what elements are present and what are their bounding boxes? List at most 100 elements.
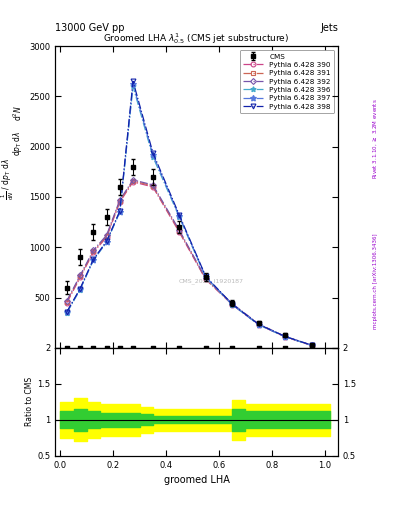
Pythia 6.428 396: [78, 287, 83, 293]
Text: Rivet 3.1.10, $\geq$ 3.2M events: Rivet 3.1.10, $\geq$ 3.2M events: [371, 98, 379, 179]
Pythia 6.428 390: [131, 179, 136, 185]
Pythia 6.428 390: [104, 234, 109, 240]
Line: Pythia 6.428 396: Pythia 6.428 396: [64, 83, 314, 348]
Pythia 6.428 391: [64, 298, 69, 305]
Pythia 6.428 392: [91, 247, 96, 253]
Pythia 6.428 398: [118, 208, 122, 214]
Pythia 6.428 391: [131, 178, 136, 184]
Point: [90, 344, 97, 352]
Pythia 6.428 396: [283, 334, 287, 340]
Pythia 6.428 392: [309, 342, 314, 348]
Pythia 6.428 391: [256, 321, 261, 327]
Pythia 6.428 396: [64, 310, 69, 316]
Point: [130, 344, 136, 352]
Pythia 6.428 392: [283, 333, 287, 339]
Pythia 6.428 396: [204, 274, 208, 281]
Pythia 6.428 392: [64, 297, 69, 304]
Pythia 6.428 397: [91, 257, 96, 263]
Pythia 6.428 398: [104, 238, 109, 244]
Pythia 6.428 397: [64, 309, 69, 315]
Pythia 6.428 391: [230, 301, 235, 307]
Line: Pythia 6.428 391: Pythia 6.428 391: [64, 179, 314, 348]
Line: Pythia 6.428 390: Pythia 6.428 390: [64, 180, 314, 348]
Pythia 6.428 391: [177, 228, 182, 234]
Pythia 6.428 392: [151, 182, 155, 188]
Pythia 6.428 397: [309, 342, 314, 348]
Pythia 6.428 391: [309, 342, 314, 348]
Point: [255, 344, 262, 352]
Pythia 6.428 397: [118, 208, 122, 215]
Point: [229, 344, 235, 352]
Pythia 6.428 398: [204, 273, 208, 280]
Line: Pythia 6.428 397: Pythia 6.428 397: [64, 81, 315, 348]
Pythia 6.428 396: [104, 239, 109, 245]
Pythia 6.428 397: [256, 322, 261, 328]
Pythia 6.428 392: [118, 197, 122, 203]
Pythia 6.428 396: [91, 258, 96, 264]
Title: Groomed LHA $\lambda^{1}_{0.5}$ (CMS jet substructure): Groomed LHA $\lambda^{1}_{0.5}$ (CMS jet…: [103, 31, 290, 46]
Pythia 6.428 390: [118, 199, 122, 205]
Point: [282, 344, 288, 352]
Pythia 6.428 398: [283, 333, 287, 339]
Point: [309, 344, 315, 352]
Pythia 6.428 392: [177, 227, 182, 233]
Pythia 6.428 390: [283, 334, 287, 340]
Text: CMS_2021_I1920187: CMS_2021_I1920187: [178, 279, 243, 284]
Pythia 6.428 390: [91, 249, 96, 255]
Pythia 6.428 397: [131, 81, 136, 88]
Pythia 6.428 397: [230, 302, 235, 308]
Text: $\frac{1}{\mathrm{d}N}$ / $\mathrm{d}p_\mathrm{T}$ $\mathrm{d}\lambda$: $\frac{1}{\mathrm{d}N}$ / $\mathrm{d}p_\…: [0, 158, 16, 200]
Point: [176, 344, 182, 352]
Pythia 6.428 396: [309, 343, 314, 349]
Pythia 6.428 392: [256, 321, 261, 327]
Text: $\mathrm{d}^2N$: $\mathrm{d}^2N$: [11, 104, 24, 121]
Pythia 6.428 398: [309, 342, 314, 348]
Point: [117, 344, 123, 352]
Pythia 6.428 390: [204, 276, 208, 283]
Pythia 6.428 391: [104, 233, 109, 239]
Pythia 6.428 396: [151, 154, 155, 160]
Pythia 6.428 398: [131, 78, 136, 84]
Pythia 6.428 398: [256, 321, 261, 327]
Y-axis label: Ratio to CMS: Ratio to CMS: [25, 377, 34, 426]
Pythia 6.428 397: [283, 333, 287, 339]
Pythia 6.428 397: [104, 239, 109, 245]
Pythia 6.428 391: [151, 183, 155, 189]
Pythia 6.428 397: [177, 213, 182, 219]
Pythia 6.428 390: [309, 343, 314, 349]
Pythia 6.428 397: [204, 274, 208, 280]
Pythia 6.428 390: [256, 322, 261, 328]
Pythia 6.428 390: [230, 302, 235, 308]
Pythia 6.428 398: [91, 257, 96, 263]
Pythia 6.428 398: [177, 212, 182, 218]
Pythia 6.428 390: [151, 184, 155, 190]
Point: [103, 344, 110, 352]
Text: 13000 GeV pp: 13000 GeV pp: [55, 23, 125, 33]
Pythia 6.428 398: [151, 150, 155, 156]
Point: [77, 344, 83, 352]
Pythia 6.428 396: [256, 322, 261, 328]
Point: [203, 344, 209, 352]
Pythia 6.428 398: [78, 286, 83, 292]
Pythia 6.428 392: [230, 301, 235, 307]
Pythia 6.428 391: [118, 198, 122, 204]
Pythia 6.428 398: [230, 301, 235, 307]
Text: $\mathrm{d}p_\mathrm{T}\,\mathrm{d}\lambda$: $\mathrm{d}p_\mathrm{T}\,\mathrm{d}\lamb…: [11, 131, 24, 156]
Pythia 6.428 390: [78, 274, 83, 281]
Pythia 6.428 396: [131, 83, 136, 90]
Pythia 6.428 391: [91, 248, 96, 254]
Line: Pythia 6.428 392: Pythia 6.428 392: [65, 178, 314, 347]
Pythia 6.428 390: [64, 300, 69, 306]
Pythia 6.428 392: [131, 177, 136, 183]
Pythia 6.428 398: [64, 309, 69, 315]
Text: Jets: Jets: [320, 23, 338, 33]
Pythia 6.428 392: [78, 272, 83, 279]
Legend: CMS, Pythia 6.428 390, Pythia 6.428 391, Pythia 6.428 392, Pythia 6.428 396, Pyt: CMS, Pythia 6.428 390, Pythia 6.428 391,…: [240, 50, 334, 113]
Line: Pythia 6.428 398: Pythia 6.428 398: [64, 79, 314, 348]
Pythia 6.428 396: [177, 214, 182, 220]
Pythia 6.428 391: [78, 273, 83, 280]
Text: mcplots.cern.ch [arXiv:1306.3436]: mcplots.cern.ch [arXiv:1306.3436]: [373, 234, 378, 329]
Pythia 6.428 391: [283, 333, 287, 339]
Pythia 6.428 397: [151, 152, 155, 158]
Pythia 6.428 392: [204, 275, 208, 282]
